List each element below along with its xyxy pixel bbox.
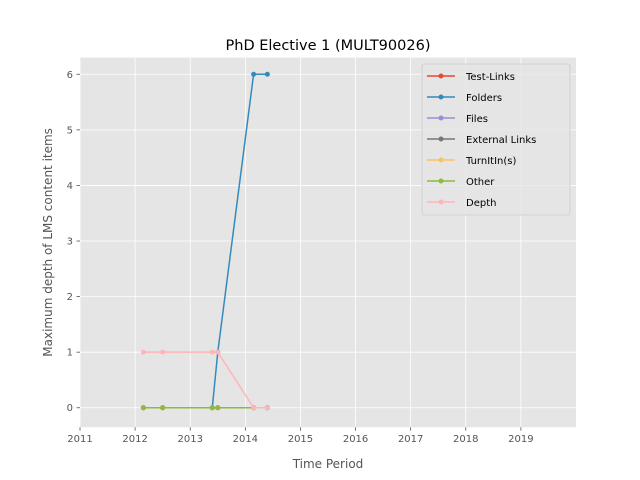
chart-title: PhD Elective 1 (MULT90026) [226,38,431,54]
data-point [215,405,221,411]
legend-label: Test-Links [465,72,515,83]
series-depth [140,349,270,411]
data-point [209,349,215,355]
data-point [264,71,270,77]
x-tick-label: 2013 [177,434,202,445]
data-point [140,349,146,355]
x-axis-ticks: 2011 2012 2013 2014 2015 2016 2017 2018 2019 [67,427,534,445]
y-tick-label: 6 [67,70,73,81]
legend-label: TurnItIn(s) [465,156,516,167]
legend-frame [421,63,571,216]
legend-label: Files [466,114,488,125]
data-point [140,405,146,411]
legend-swatch-marker [438,115,444,121]
legend-swatch-marker [438,178,444,184]
legend-swatch-marker [438,94,444,100]
data-point [160,349,166,355]
legend-swatch-marker [438,73,444,79]
x-tick-label: 2016 [343,434,368,445]
y-tick-label: 5 [67,125,73,136]
y-axis-ticks: 0 1 2 3 4 5 6 [67,70,80,414]
data-point [264,405,270,411]
legend: Test-Links Folders Files External Links Turn… [421,63,571,216]
x-tick-label: 2019 [508,434,533,445]
legend-label: Depth [466,198,496,209]
x-axis-label: Time Period [292,457,364,471]
y-tick-label: 4 [67,181,73,192]
legend-swatch-marker [438,136,444,142]
legend-label: Other [466,177,495,188]
data-point [251,405,257,411]
y-tick-label: 2 [67,292,73,303]
data-point [160,405,166,411]
series-group [140,71,270,411]
data-point [251,71,257,77]
x-tick-label: 2017 [398,434,423,445]
legend-swatch-marker [438,199,444,205]
legend-label: Folders [466,93,502,104]
x-tick-label: 2011 [67,434,92,445]
y-tick-label: 3 [67,237,73,248]
data-point [209,405,215,411]
legend-swatch-marker [438,157,444,163]
legend-label: External Links [466,135,536,146]
x-tick-label: 2012 [122,434,147,445]
y-axis-label: Maximum depth of LMS content items [41,128,55,357]
y-tick-label: 0 [67,403,73,414]
y-tick-label: 1 [67,348,73,359]
data-point [215,349,221,355]
x-tick-label: 2018 [453,434,478,445]
x-tick-label: 2014 [233,434,258,445]
x-tick-label: 2015 [288,434,313,445]
